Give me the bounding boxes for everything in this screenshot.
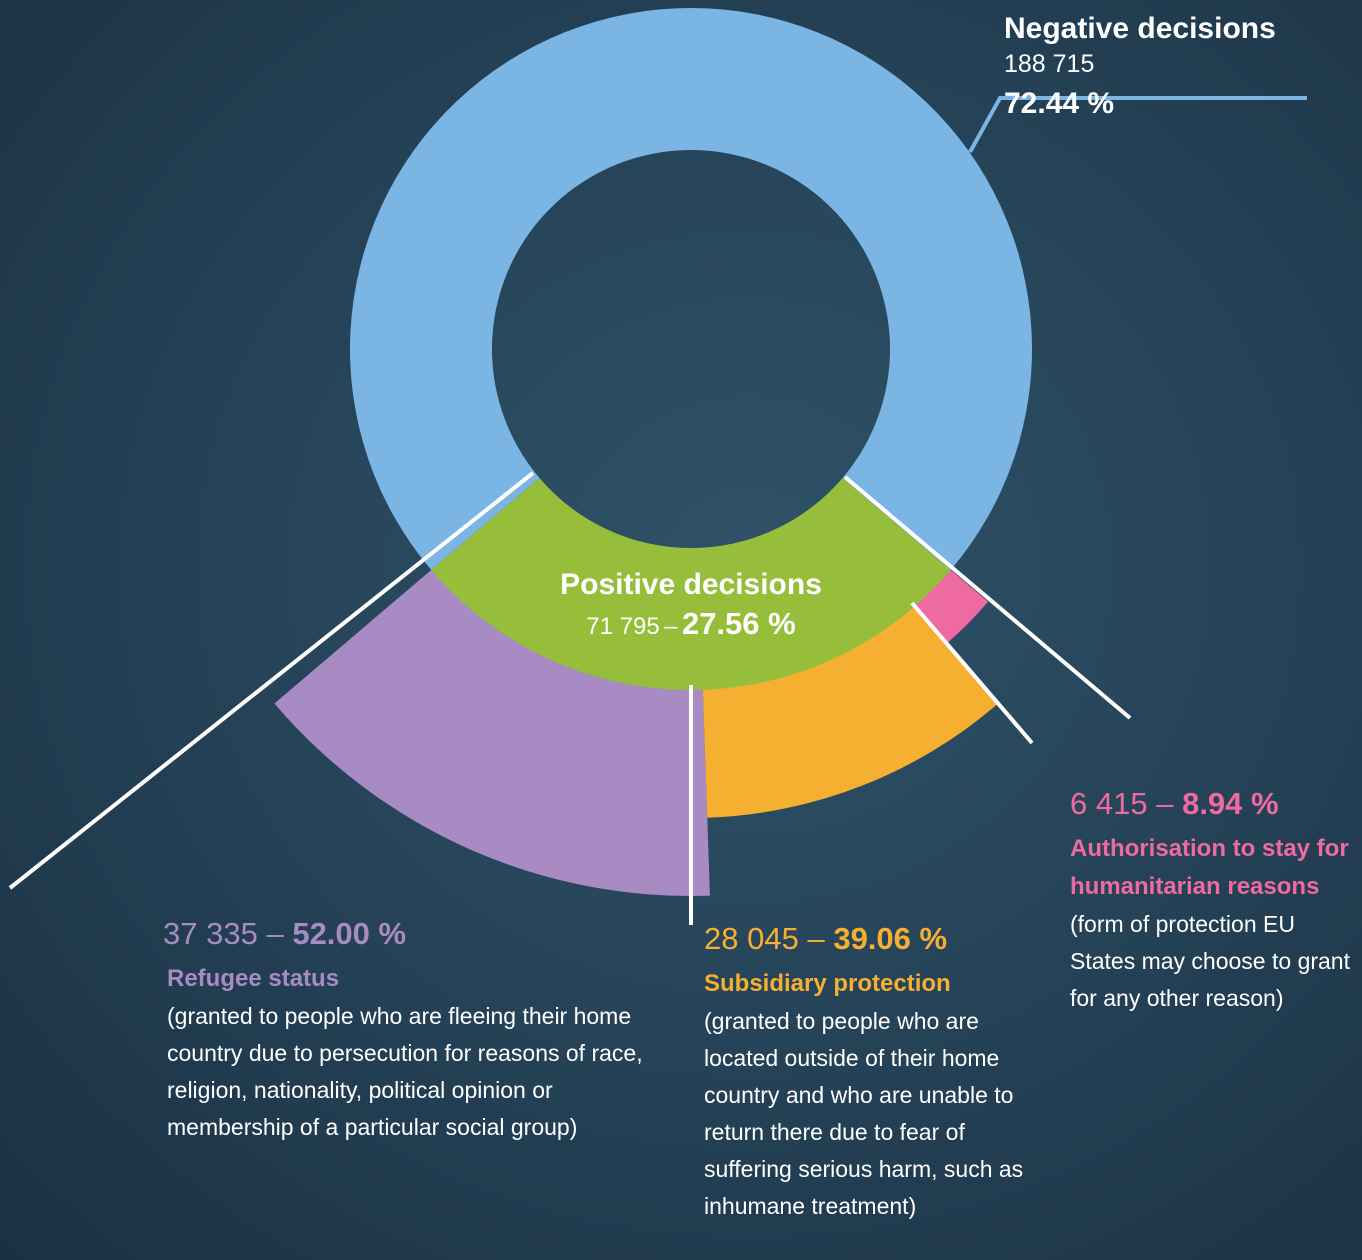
category-label: Subsidiary protection bbox=[704, 970, 951, 997]
positive-label: Positive decisions 71 795 – 27.56 % bbox=[491, 568, 891, 642]
category-label: Positive decisions bbox=[560, 568, 822, 601]
leader-line bbox=[968, 96, 1307, 153]
value-label: 6 415 bbox=[1070, 786, 1148, 821]
value-label: 71 795 bbox=[586, 613, 660, 640]
percent-label: 72.44 % bbox=[1004, 87, 1115, 120]
separator: – bbox=[807, 921, 825, 956]
leader-line bbox=[8, 471, 535, 890]
value-label: 188 715 bbox=[1004, 50, 1095, 78]
percent-label: 52.00 % bbox=[292, 916, 407, 951]
description: (granted to people who are fleeing their… bbox=[167, 1003, 643, 1140]
humanitarian-label: 6 415 – 8.94 % Authorisation to stay for… bbox=[1070, 786, 1355, 1017]
category-label: Refugee status bbox=[167, 965, 340, 992]
negative-label: Negative decisions 188 715 72.44 % bbox=[1004, 12, 1276, 121]
category-label: Negative decisions bbox=[1004, 12, 1276, 45]
leader-line bbox=[910, 601, 1034, 745]
value-label: 28 045 bbox=[704, 921, 799, 956]
leader-line bbox=[843, 475, 1132, 720]
slice bbox=[702, 605, 998, 818]
arcs bbox=[274, 7, 1033, 896]
description: (form of protection EU States may choose… bbox=[1070, 911, 1350, 1011]
subsidiary-label: 28 045 – 39.06 % Subsidiary protection (… bbox=[704, 921, 1034, 1225]
slice bbox=[274, 568, 710, 896]
percent-label: 8.94 % bbox=[1182, 786, 1279, 821]
category-label: Authorisation to stay for humanitarian r… bbox=[1070, 835, 1349, 900]
percent-label: 27.56 % bbox=[681, 606, 796, 641]
slice bbox=[350, 7, 1033, 570]
separator: – bbox=[266, 916, 284, 951]
separator: – bbox=[1156, 786, 1174, 821]
separator: – bbox=[664, 613, 678, 640]
leader-lines bbox=[8, 471, 1132, 925]
percent-label: 39.06 % bbox=[833, 921, 948, 956]
refugee-label: 37 335 – 52.00 % Refugee status (granted… bbox=[163, 916, 643, 1146]
value-label: 37 335 bbox=[163, 916, 258, 951]
description: (granted to people who are located outsi… bbox=[704, 1008, 1024, 1219]
slice bbox=[431, 477, 951, 690]
